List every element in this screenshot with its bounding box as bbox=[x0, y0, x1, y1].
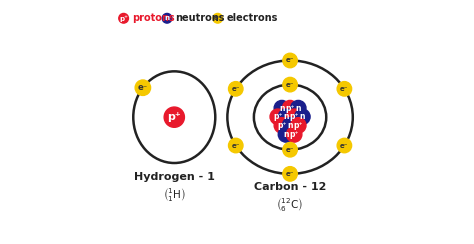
Text: p⁺: p⁺ bbox=[119, 15, 128, 22]
Text: $\left(^{1}_{1}\mathrm{H}\right)$: $\left(^{1}_{1}\mathrm{H}\right)$ bbox=[163, 186, 186, 203]
Circle shape bbox=[270, 109, 285, 124]
Circle shape bbox=[286, 109, 302, 124]
Text: e⁻: e⁻ bbox=[340, 86, 349, 92]
Text: e⁻: e⁻ bbox=[138, 83, 148, 92]
Circle shape bbox=[283, 101, 298, 116]
Circle shape bbox=[228, 138, 243, 153]
Text: n: n bbox=[287, 121, 293, 130]
Text: Carbon - 12: Carbon - 12 bbox=[254, 182, 326, 192]
Circle shape bbox=[283, 53, 297, 68]
Circle shape bbox=[283, 167, 297, 181]
Circle shape bbox=[278, 127, 294, 142]
Text: e⁻: e⁻ bbox=[231, 86, 240, 92]
Circle shape bbox=[337, 81, 352, 96]
Text: p⁺: p⁺ bbox=[167, 112, 181, 122]
Circle shape bbox=[337, 138, 352, 153]
Text: protons: protons bbox=[132, 13, 175, 23]
Circle shape bbox=[274, 118, 290, 133]
Text: n: n bbox=[164, 15, 170, 21]
Text: p⁺: p⁺ bbox=[290, 112, 299, 121]
Circle shape bbox=[295, 109, 310, 124]
Circle shape bbox=[278, 109, 294, 124]
Text: p⁺: p⁺ bbox=[293, 121, 303, 130]
Text: e⁻: e⁻ bbox=[340, 142, 349, 149]
Text: p⁺: p⁺ bbox=[273, 112, 283, 121]
Text: p⁺: p⁺ bbox=[277, 121, 287, 130]
Circle shape bbox=[286, 127, 302, 142]
Text: e⁻: e⁻ bbox=[286, 58, 294, 63]
Text: n: n bbox=[283, 130, 289, 139]
Text: electrons: electrons bbox=[226, 13, 277, 23]
Circle shape bbox=[135, 80, 151, 95]
Circle shape bbox=[283, 77, 297, 92]
Text: n: n bbox=[295, 104, 301, 113]
Text: n: n bbox=[283, 112, 289, 121]
Text: e⁻: e⁻ bbox=[213, 15, 222, 21]
Circle shape bbox=[283, 118, 298, 133]
Text: $\left(^{12}_{6}\mathrm{C}\right)$: $\left(^{12}_{6}\mathrm{C}\right)$ bbox=[276, 195, 304, 213]
Circle shape bbox=[291, 101, 306, 116]
Circle shape bbox=[291, 118, 306, 133]
Text: e⁻: e⁻ bbox=[286, 81, 294, 88]
Circle shape bbox=[213, 13, 222, 23]
Circle shape bbox=[283, 142, 297, 157]
Text: e⁻: e⁻ bbox=[286, 171, 294, 177]
Text: p⁺: p⁺ bbox=[290, 130, 299, 139]
Circle shape bbox=[119, 13, 128, 23]
Text: p⁺: p⁺ bbox=[285, 104, 295, 113]
Text: neutrons: neutrons bbox=[175, 13, 225, 23]
Circle shape bbox=[274, 101, 290, 116]
Circle shape bbox=[228, 81, 243, 96]
Text: Hydrogen - 1: Hydrogen - 1 bbox=[134, 173, 215, 183]
Text: e⁻: e⁻ bbox=[286, 147, 294, 153]
Circle shape bbox=[164, 107, 184, 127]
Text: n: n bbox=[279, 104, 284, 113]
Text: e⁻: e⁻ bbox=[231, 142, 240, 149]
Circle shape bbox=[162, 13, 172, 23]
Text: n: n bbox=[300, 112, 305, 121]
